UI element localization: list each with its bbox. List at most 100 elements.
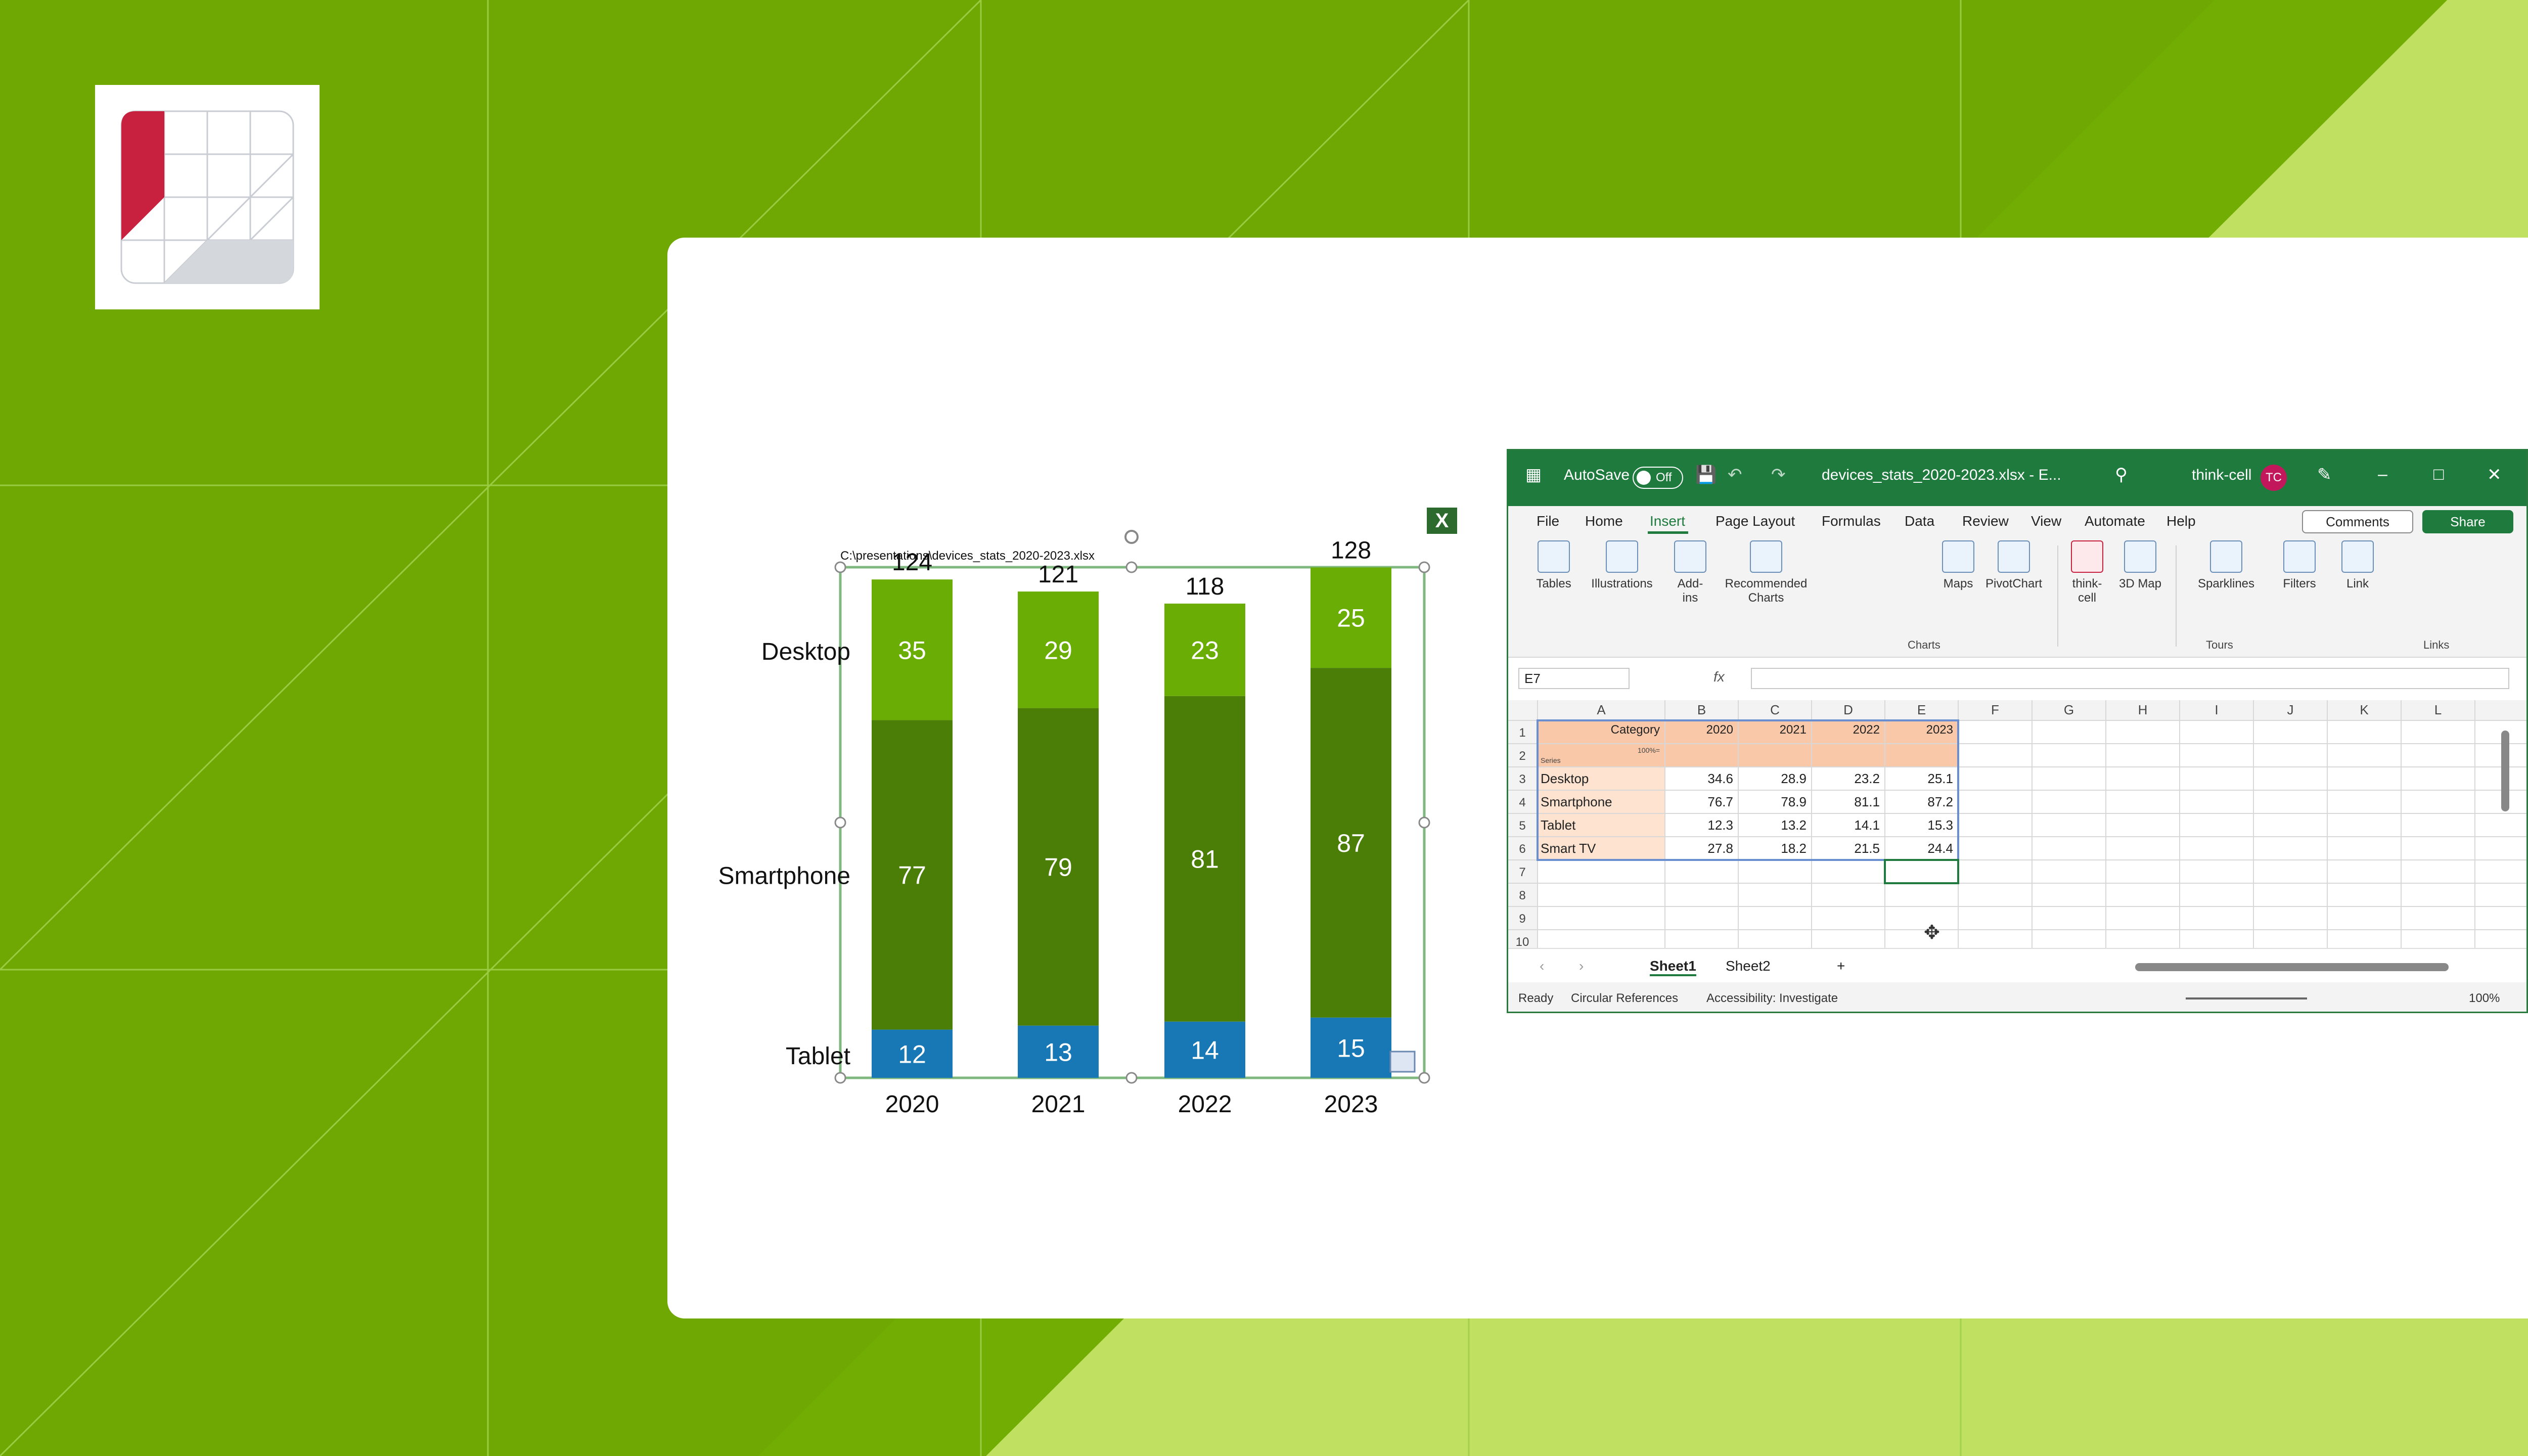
row2-total-label: 100%=: [1638, 746, 1660, 754]
minimize-icon[interactable]: –: [2378, 465, 2387, 484]
segment-value-label: 14: [1191, 1036, 1219, 1064]
worksheet-grid[interactable]: A B C D E F G H I J K L 1 2 3 4 5 6 7 8 9 10 Category 2020 2021 2…: [1508, 700, 2528, 948]
tab-insert[interactable]: Insert: [1650, 513, 1686, 529]
next-sheet-icon[interactable]: ›: [1579, 958, 1584, 974]
table-cell[interactable]: 27.8: [1707, 841, 1733, 856]
filters-button[interactable]: Filters: [2277, 540, 2322, 591]
illustrations-button[interactable]: Illustrations: [1584, 540, 1660, 591]
column-header[interactable]: H: [2138, 702, 2148, 717]
formula-input[interactable]: [1751, 668, 2509, 689]
row-header[interactable]: 10: [1516, 935, 1529, 948]
tables-button[interactable]: Tables: [1528, 540, 1579, 591]
row-header[interactable]: 1: [1519, 726, 1525, 740]
table-cell[interactable]: 25.1: [1927, 771, 1953, 786]
column-header[interactable]: J: [2287, 702, 2294, 717]
sparklines-button[interactable]: Sparklines: [2191, 540, 2262, 591]
column-header[interactable]: C: [1770, 702, 1780, 717]
tab-home[interactable]: Home: [1585, 513, 1623, 529]
horizontal-scrollbar[interactable]: [2135, 963, 2449, 971]
table-cell[interactable]: 18.2: [1781, 841, 1807, 856]
column-header[interactable]: F: [1991, 702, 1999, 717]
sheet-tab-2[interactable]: Sheet2: [1726, 958, 1771, 974]
table-cell[interactable]: 15.3: [1927, 817, 1953, 833]
excel-link-badge[interactable]: X: [1427, 508, 1457, 534]
tab-file[interactable]: File: [1537, 513, 1560, 529]
tab-help[interactable]: Help: [2166, 513, 2196, 529]
share-button[interactable]: Share: [2422, 510, 2513, 533]
row-header[interactable]: 2: [1519, 749, 1525, 763]
active-cell[interactable]: [1884, 859, 1959, 884]
excel-window[interactable]: ▦ AutoSave Off 💾 ↶ ↷ devices_stats_2020-…: [1507, 449, 2528, 1013]
table-cell[interactable]: 81.1: [1854, 794, 1880, 809]
tab-review[interactable]: Review: [1962, 513, 2009, 529]
avatar[interactable]: TC: [2261, 465, 2287, 491]
autosave-toggle[interactable]: Off: [1633, 467, 1683, 489]
zoom-slider[interactable]: [2186, 997, 2307, 999]
row-header[interactable]: 7: [1519, 866, 1525, 879]
tab-formulas[interactable]: Formulas: [1822, 513, 1881, 529]
tab-page-layout[interactable]: Page Layout: [1716, 513, 1795, 529]
table-cell[interactable]: 34.6: [1707, 771, 1733, 786]
recommended-charts-button[interactable]: Recommended Charts: [1716, 540, 1817, 605]
row-header[interactable]: 5: [1519, 819, 1525, 833]
table-cell[interactable]: 12.3: [1707, 817, 1733, 833]
column-header[interactable]: G: [2064, 702, 2074, 717]
table-row-label[interactable]: Desktop: [1541, 771, 1589, 786]
chart-type-buttons[interactable]: [1822, 540, 1913, 621]
thinkcell-icon: [2071, 540, 2103, 573]
table-cell[interactable]: 13.2: [1781, 817, 1807, 833]
column-header[interactable]: K: [2360, 702, 2369, 717]
row-header[interactable]: 6: [1519, 842, 1525, 856]
zoom-level[interactable]: 100%: [2469, 991, 2500, 1005]
tab-view[interactable]: View: [2031, 513, 2062, 529]
table-cell[interactable]: 76.7: [1707, 794, 1733, 809]
search-icon[interactable]: ⚲: [2115, 465, 2128, 484]
maximize-icon[interactable]: □: [2433, 465, 2444, 484]
addins-button[interactable]: Add-ins: [1670, 540, 1710, 605]
pivotchart-button[interactable]: PivotChart: [1978, 540, 2049, 591]
row-header[interactable]: 4: [1519, 796, 1525, 809]
link-button[interactable]: Link: [2337, 540, 2378, 591]
segment-value-label: 23: [1191, 636, 1219, 664]
column-header[interactable]: I: [2215, 702, 2218, 717]
status-accessibility[interactable]: Accessibility: Investigate: [1706, 991, 1838, 1005]
redo-icon[interactable]: ↷: [1771, 465, 1786, 484]
column-header[interactable]: L: [2434, 702, 2442, 717]
fx-icon[interactable]: fx: [1713, 669, 1725, 685]
thinkcell-button[interactable]: think-cell: [2064, 540, 2110, 605]
table-row-label[interactable]: Smartphone: [1541, 794, 1612, 809]
pen-icon[interactable]: ✎: [2317, 465, 2332, 484]
status-circular[interactable]: Circular References: [1571, 991, 1679, 1005]
table-cell[interactable]: 78.9: [1781, 794, 1807, 809]
column-header[interactable]: E: [1917, 702, 1926, 717]
comments-button[interactable]: Comments: [2302, 510, 2413, 533]
table-row-label[interactable]: Tablet: [1541, 817, 1576, 833]
table-cell[interactable]: 28.9: [1781, 771, 1807, 786]
save-icon[interactable]: 💾: [1695, 465, 1717, 484]
close-icon[interactable]: ✕: [2487, 465, 2502, 484]
table-cell[interactable]: 24.4: [1927, 841, 1953, 856]
undo-icon[interactable]: ↶: [1728, 465, 1742, 484]
table-cell[interactable]: 21.5: [1854, 841, 1880, 856]
name-box[interactable]: E7: [1518, 668, 1630, 689]
tab-automate[interactable]: Automate: [2085, 513, 2145, 529]
3d-map-button[interactable]: 3D Map: [2115, 540, 2165, 591]
column-header[interactable]: D: [1843, 702, 1853, 717]
add-sheet-button[interactable]: +: [1837, 958, 1845, 974]
table-cell[interactable]: 23.2: [1854, 771, 1880, 786]
prev-sheet-icon[interactable]: ‹: [1540, 958, 1545, 974]
table-cell[interactable]: 14.1: [1854, 817, 1880, 833]
tab-data[interactable]: Data: [1905, 513, 1935, 529]
sheet-tab-1[interactable]: Sheet1: [1650, 958, 1696, 976]
row-header[interactable]: 8: [1519, 889, 1525, 902]
column-header[interactable]: B: [1697, 702, 1706, 717]
column-header[interactable]: A: [1597, 702, 1606, 717]
vertical-scrollbar[interactable]: [2501, 731, 2509, 811]
maps-button[interactable]: Maps: [1938, 540, 1978, 591]
table-cell[interactable]: 87.2: [1927, 794, 1953, 809]
row-header[interactable]: 3: [1519, 772, 1525, 786]
segment-value-label: 77: [898, 861, 926, 890]
row-header[interactable]: 9: [1519, 912, 1525, 926]
table-row-label[interactable]: Smart TV: [1541, 841, 1596, 856]
